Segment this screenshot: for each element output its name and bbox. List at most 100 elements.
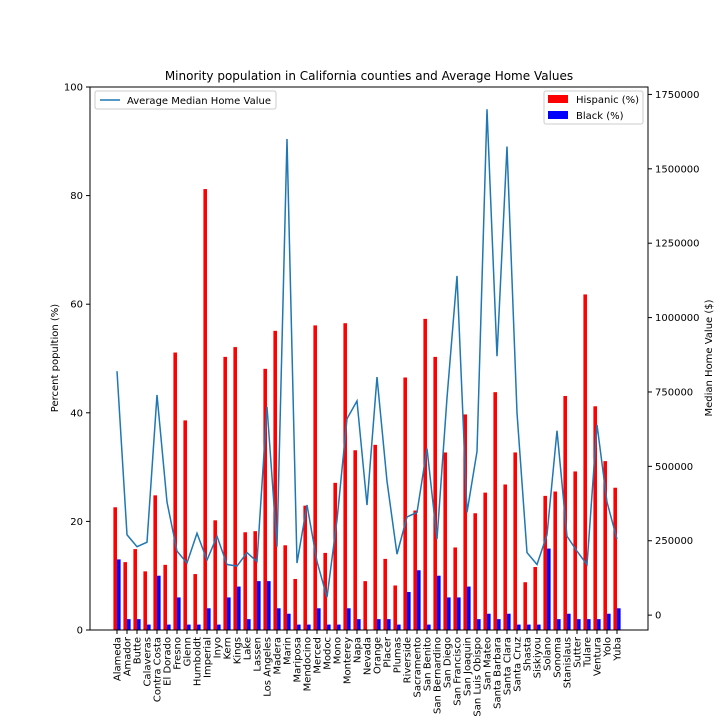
x-tick-label: El Dorado <box>163 637 174 686</box>
x-tick-label: San Luis Obispo <box>473 637 484 717</box>
x-axis: Alameda Amador Butte Calaveras Contra Costa E… <box>113 630 624 717</box>
x-tick-label: Lassen <box>253 637 264 672</box>
x-tick-label: Plumas <box>393 637 404 673</box>
black-bar <box>187 624 191 630</box>
x-tick-label: Madera <box>273 637 284 675</box>
black-bar <box>577 619 581 630</box>
black-bar <box>217 624 221 630</box>
hispanic-bar <box>253 531 257 630</box>
black-bar <box>487 613 491 630</box>
black-legend-label: Black (%) <box>576 111 624 122</box>
hispanic-bar <box>203 189 207 630</box>
right-tick-label: 250000 <box>655 536 693 547</box>
x-tick-label: Nevada <box>363 637 374 675</box>
black-bar <box>507 613 511 630</box>
black-bar <box>587 619 591 630</box>
black-bar <box>247 619 251 630</box>
right-tick-label: 500000 <box>655 462 693 473</box>
hispanic-bar <box>343 323 347 630</box>
x-tick-label: Butte <box>133 637 144 664</box>
hispanic-bar <box>293 578 297 630</box>
hispanic-bar <box>273 330 277 630</box>
hispanic-bar <box>333 482 337 630</box>
right-tick-label: 750000 <box>655 387 693 398</box>
right-tick-label: 1250000 <box>655 239 700 250</box>
black-bar <box>527 624 531 630</box>
hispanic-bar <box>583 294 587 630</box>
x-tick-label: Fresno <box>173 637 184 670</box>
black-bar <box>537 624 541 630</box>
x-tick-label: Napa <box>353 637 364 663</box>
hispanic-bar <box>423 318 427 630</box>
hispanic-bar <box>553 491 557 630</box>
left-tick-label: 20 <box>70 517 83 528</box>
x-tick-label: Sonoma <box>553 637 564 678</box>
x-tick-label: Siskiyou <box>533 637 544 678</box>
line-legend-label: Average Median Home Value <box>127 96 271 107</box>
black-bar <box>197 624 201 630</box>
black-bar <box>137 619 141 630</box>
x-tick-label: Yuba <box>613 637 624 662</box>
x-tick-label: Alameda <box>113 637 124 681</box>
x-tick-label: Modoc <box>323 637 334 670</box>
black-bar <box>557 619 561 630</box>
left-tick-label: 100 <box>64 83 83 94</box>
hispanic-bar <box>493 392 497 630</box>
black-bar <box>457 597 461 630</box>
black-bar <box>257 581 261 630</box>
left-axis-label: Percent popultion (%) <box>50 304 61 412</box>
hispanic-bar <box>533 567 537 630</box>
x-tick-label: Monterey <box>343 637 354 684</box>
x-tick-label: Inyo <box>213 637 224 658</box>
hispanic-bar <box>113 507 117 630</box>
x-tick-label: San Benito <box>423 637 434 691</box>
x-tick-label: San Mateo <box>483 637 494 690</box>
right-tick-label: 0 <box>655 611 661 622</box>
black-bar <box>267 581 271 630</box>
black-bar <box>407 591 411 630</box>
hispanic-bar <box>303 505 307 630</box>
hispanic-bar <box>573 471 577 630</box>
x-tick-label: Mendocino <box>303 637 314 691</box>
hispanic-bar <box>603 461 607 630</box>
hispanic-bar <box>173 352 177 630</box>
x-tick-label: Stanislaus <box>563 637 574 688</box>
hispanic-bar <box>473 513 477 630</box>
x-tick-label: Solano <box>543 637 554 671</box>
x-tick-label: Placer <box>383 636 394 668</box>
x-tick-label: Riverside <box>403 637 414 683</box>
home-value-line <box>116 109 618 598</box>
hispanic-bar <box>313 325 317 630</box>
x-tick-label: Imperial <box>203 637 214 678</box>
black-bar <box>287 613 291 630</box>
x-tick-label: Santa Clara <box>503 637 514 695</box>
black-bar <box>147 624 151 630</box>
x-tick-label: Marin <box>283 637 294 665</box>
black-bar <box>237 586 241 630</box>
hispanic-bar <box>143 571 147 630</box>
x-tick-label: San Bernardino <box>433 637 444 714</box>
right-tick-label: 1750000 <box>655 90 700 101</box>
plot-frame <box>89 86 649 631</box>
black-bar <box>337 624 341 630</box>
x-tick-label: Contra Costa <box>153 637 164 702</box>
black-bar <box>497 619 501 630</box>
hispanic-bar <box>353 450 357 630</box>
hispanic-legend-swatch <box>548 95 568 103</box>
hispanic-bar <box>223 356 227 630</box>
bar-legend: Hispanic (%) Black (%) <box>543 90 644 125</box>
x-tick-label: Tulare <box>583 637 594 668</box>
hispanic-bar <box>263 368 267 630</box>
bar-legend-frame <box>543 90 644 125</box>
hispanic-bar <box>453 547 457 630</box>
right-axis-label: Median Home Value ($) <box>704 299 715 416</box>
black-bar <box>357 619 361 630</box>
left-tick-label: 60 <box>70 300 83 311</box>
black-bar <box>117 559 121 630</box>
black-bar <box>167 624 171 630</box>
hispanic-bar <box>523 582 527 630</box>
x-tick-label: Los Angeles <box>263 637 274 697</box>
hispanic-bar <box>543 495 547 630</box>
x-tick-label: San Diego <box>443 637 454 688</box>
